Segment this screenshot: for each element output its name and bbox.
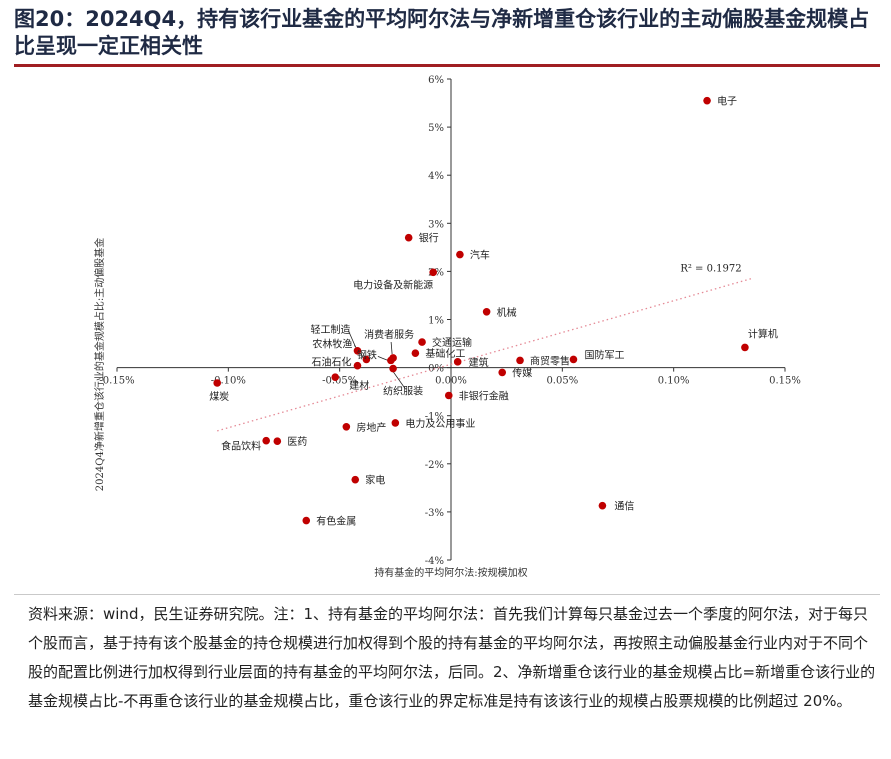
data-point xyxy=(362,355,371,364)
leader-line xyxy=(377,356,389,361)
point-label: 纺织服装 xyxy=(383,385,423,398)
y-tick-label: -1% xyxy=(425,412,444,423)
x-tick-label: -0.15% xyxy=(99,376,134,387)
point-label: 房地产 xyxy=(356,421,386,434)
data-point xyxy=(429,268,437,277)
data-point xyxy=(741,343,749,352)
point-label: 家电 xyxy=(365,474,385,487)
source-divider xyxy=(14,594,880,595)
x-tick-label: -0.05% xyxy=(322,376,357,387)
data-point xyxy=(498,368,507,377)
data-point xyxy=(262,436,270,445)
point-label: 国防军工 xyxy=(584,348,624,361)
point-label: 非银行金融 xyxy=(459,389,509,402)
point-label: 钢铁 xyxy=(357,348,377,361)
y-axis-label: 2024Q4净新增重仓该行业的基金规模占比:主动偏股基金 xyxy=(93,238,106,491)
x-tick-label: 0.00% xyxy=(435,376,467,387)
data-point xyxy=(273,437,282,445)
point-label: 有色金属 xyxy=(316,515,356,528)
x-axis-label: 持有基金的平均阿尔法:按规模加权 xyxy=(374,566,527,579)
data-point xyxy=(456,250,464,259)
x-tick-label: 0.10% xyxy=(658,376,690,387)
data-point xyxy=(389,364,397,373)
data-point xyxy=(444,391,453,400)
point-label: 农林牧渔 xyxy=(312,337,352,350)
leader-line xyxy=(392,371,406,389)
point-label: 建材 xyxy=(349,379,369,392)
y-tick-label: 4% xyxy=(428,171,444,182)
data-point xyxy=(213,379,221,387)
x-tick-label: -0.10% xyxy=(211,376,246,387)
point-label: 交通运输 xyxy=(432,336,472,349)
y-tick-label: -2% xyxy=(425,460,444,471)
point-label: 电子 xyxy=(717,95,737,108)
point-label: 商贸零售 xyxy=(530,354,570,367)
point-label: 煤炭 xyxy=(209,390,229,403)
data-point xyxy=(516,356,524,365)
data-points xyxy=(213,96,749,525)
point-label: 消费者服务 xyxy=(364,328,414,341)
r-squared-label: R² = 0.1972 xyxy=(680,263,741,274)
y-tick-label: 6% xyxy=(428,75,444,86)
data-point xyxy=(482,308,491,316)
point-label: 医药 xyxy=(287,436,307,448)
y-tick-label: -4% xyxy=(425,556,444,567)
data-point xyxy=(387,356,395,365)
trendline xyxy=(217,277,752,432)
point-label: 电力设备及新能源 xyxy=(353,278,433,291)
trendline-group xyxy=(217,277,752,432)
leader-line xyxy=(390,341,393,355)
data-point xyxy=(353,361,362,370)
point-label: 银行 xyxy=(419,232,439,245)
y-tick-label: 0% xyxy=(428,364,444,375)
point-label: 石油石化 xyxy=(311,356,351,369)
point-label: 通信 xyxy=(614,501,634,513)
x-tick-label: 0.15% xyxy=(769,376,801,387)
point-label: 轻工制造 xyxy=(310,323,350,336)
data-point xyxy=(351,475,360,484)
data-point xyxy=(418,338,426,346)
leader-line xyxy=(348,330,356,347)
data-point xyxy=(331,373,340,382)
point-label: 食品饮料 xyxy=(221,440,261,453)
data-point xyxy=(342,422,351,431)
data-point xyxy=(404,233,413,242)
source-note: 资料来源：wind，民生证券研究院。注：1、持有基金的平均阿尔法：首先我们计算每… xyxy=(28,605,876,710)
data-point xyxy=(302,516,311,525)
point-label: 汽车 xyxy=(470,249,490,262)
y-tick-label: -3% xyxy=(425,508,444,519)
data-point xyxy=(353,346,362,355)
y-tick-label: 3% xyxy=(428,219,444,230)
point-label: 传媒 xyxy=(512,367,532,379)
point-label: 建筑 xyxy=(469,356,489,369)
y-tick-label: 1% xyxy=(428,316,444,327)
chart-axes: -0.15% -0.10% -0.05% 0.00% 0.05% 0.10% 0.15% -4… xyxy=(99,75,800,567)
data-point xyxy=(569,355,578,364)
y-tick-label: 5% xyxy=(428,123,444,134)
data-point xyxy=(598,501,607,510)
point-label: 机械 xyxy=(497,306,517,319)
title-divider xyxy=(14,64,880,67)
data-point xyxy=(411,349,420,357)
scatter-chart: -0.15% -0.10% -0.05% 0.00% 0.05% 0.10% 0.15% -4… xyxy=(93,75,801,579)
data-point xyxy=(391,419,400,427)
x-tick-label: 0.05% xyxy=(546,376,578,387)
data-point xyxy=(703,96,711,105)
chart-title: 图20：2024Q4，持有该行业基金的平均阿尔法与净新增重仓该行业的主动偏股基金… xyxy=(14,7,870,58)
data-point xyxy=(453,358,462,366)
point-label: 计算机 xyxy=(748,327,778,340)
point-label: 电力及公用事业 xyxy=(405,417,475,430)
point-label: 基础化工 xyxy=(425,347,465,360)
